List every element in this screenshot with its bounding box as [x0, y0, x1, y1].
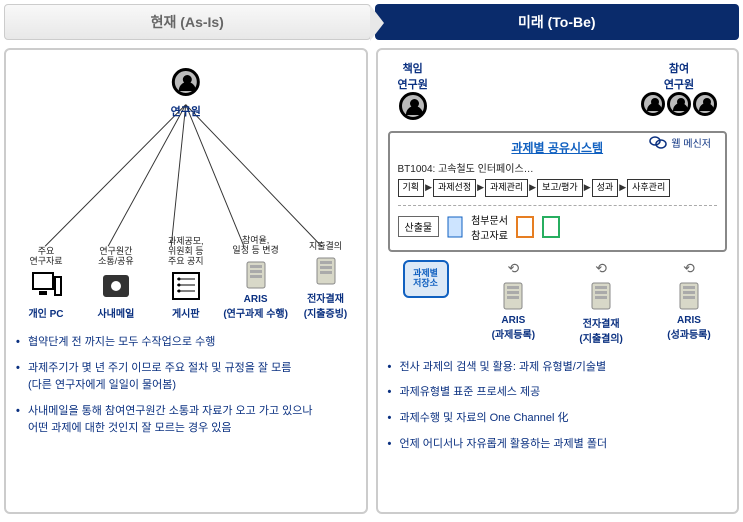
panel-tobe: 책임 연구원 참여 연구원 웹 메신저 과제별 공유시스템 BT1004: 고속…: [376, 48, 740, 514]
leader-icon: [399, 92, 427, 120]
tab-tobe: 미래 (To-Be): [375, 4, 740, 40]
leader-label: 책임 연구원: [398, 60, 428, 92]
asis-item: 지출결의전자결재 (지출증빙): [296, 230, 356, 320]
asis-item: 과제공모, 위원회 등 주요 공지게시판: [156, 245, 216, 320]
doc-icon: [447, 216, 463, 238]
tobe-item: ⟲ARIS (과제등록): [479, 260, 547, 345]
bullet: 언제 어디서나 자유롭게 활용하는 과제별 폴더: [388, 436, 728, 454]
panel-asis: 연구원 주요 연구자료개인 PC연구원간 소통/공유사내메일과제공모, 위원회 …: [4, 48, 368, 514]
output-label: 산출물: [398, 216, 440, 237]
researcher-icon: [172, 68, 200, 96]
bullet: 과제유형별 표준 프로세스 제공: [388, 384, 728, 402]
tobe-item: ⟲ARIS (성과등록): [655, 260, 723, 345]
bullet: 협약단계 전 까지는 모두 수작업으로 수행: [16, 334, 356, 352]
researcher-label: 연구원: [171, 103, 201, 119]
web-messenger: 웹 메신저: [649, 135, 711, 150]
bullet: 전사 과제의 검색 및 활용: 과제 유형별/기술별: [388, 359, 728, 377]
xls-icon: [542, 216, 560, 238]
attach-text: 첨부문서 참고자료: [471, 212, 508, 242]
bullet: 사내메일을 통해 참여연구원간 소통과 자료가 오고 가고 있으나 어떤 과제에…: [16, 403, 356, 438]
ppt-icon: [516, 216, 534, 238]
flow-step: 보고/평가: [537, 179, 583, 197]
tobe-bullets: 전사 과제의 검색 및 활용: 과제 유형별/기술별과제유형별 표준 프로세스 …: [388, 359, 728, 453]
bt-label: BT1004: 고속철도 인터페이스…: [398, 160, 718, 175]
asis-item: 연구원간 소통/공유사내메일: [86, 245, 146, 320]
flow-step: 과제관리: [485, 179, 528, 197]
bullet: 과제수행 및 자료의 One Channel 化: [388, 410, 728, 428]
bullet: 과제주기가 몇 년 주기 이므로 주요 절차 및 규정을 잘 모름 (다른 연구…: [16, 360, 356, 395]
members-icons: [641, 92, 717, 116]
flow-step: 과제선정: [433, 179, 476, 197]
flow-step: 기획: [398, 179, 425, 197]
flow-step: 사후관리: [627, 179, 670, 197]
process-flow: 기획▶과제선정▶과제관리▶보고/평가▶성과▶사후관리: [398, 179, 718, 197]
tobe-item: ⟲전자결재 (지출결의): [567, 260, 635, 345]
store-icon: 과제별 저장소: [403, 260, 449, 298]
asis-item: 참여율, 일정 등 변경ARIS (연구과제 수행): [226, 234, 286, 320]
members-label: 참여 연구원: [641, 60, 717, 92]
asis-item: 주요 연구자료개인 PC: [16, 245, 76, 320]
flow-step: 성과: [592, 179, 619, 197]
asis-bullets: 협약단계 전 까지는 모두 수작업으로 수행과제주기가 몇 년 주기 이므로 주…: [16, 334, 356, 438]
tab-asis: 현재 (As-Is): [4, 4, 371, 40]
system-box: 웹 메신저 과제별 공유시스템 BT1004: 고속철도 인터페이스… 기획▶과…: [388, 131, 728, 252]
